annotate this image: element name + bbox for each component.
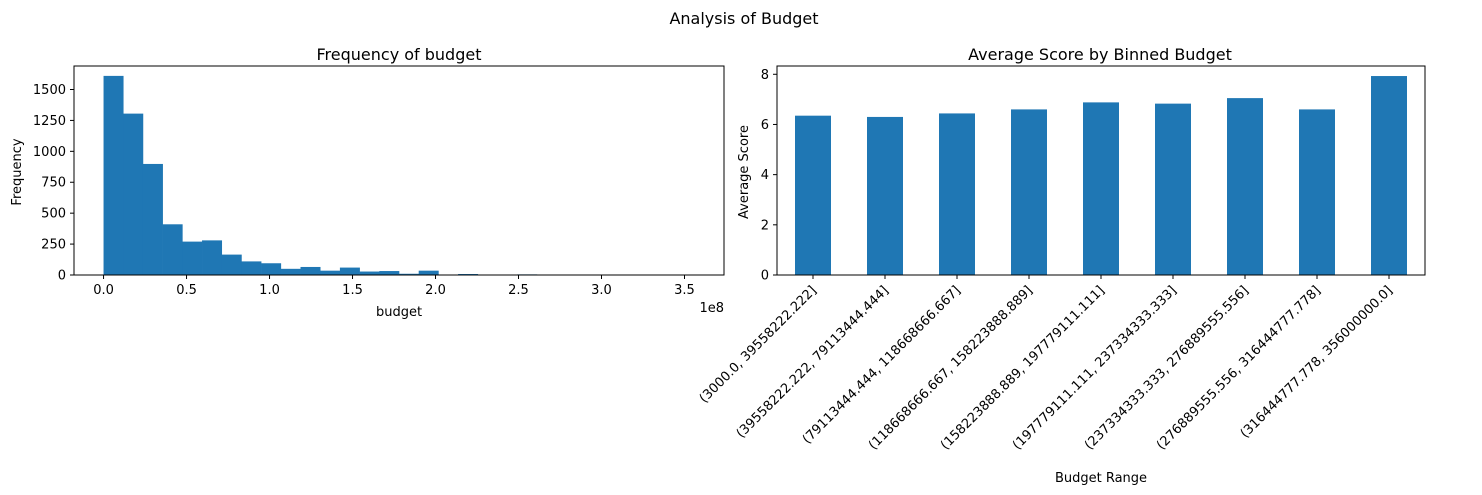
bar-chart-bar bbox=[1227, 98, 1263, 275]
histogram-x-offset-label: 1e8 bbox=[699, 301, 724, 316]
histogram-bar bbox=[379, 271, 400, 275]
histogram-bar bbox=[123, 113, 144, 275]
histogram-bar bbox=[182, 241, 203, 275]
bar-chart-title: Average Score by Binned Budget bbox=[968, 45, 1232, 64]
histogram-bar bbox=[300, 266, 321, 275]
histogram-bar bbox=[359, 271, 380, 275]
histogram-x-tick-label: 2.0 bbox=[425, 283, 446, 298]
histogram-y-tick-label: 0 bbox=[58, 269, 66, 284]
figure-title: Analysis of Budget bbox=[669, 9, 818, 28]
histogram-bar bbox=[221, 254, 242, 275]
histogram-x-tick-label: 0.5 bbox=[176, 283, 197, 298]
histogram-bar bbox=[320, 270, 341, 275]
histogram-y-tick-label: 750 bbox=[41, 176, 66, 191]
histogram-x-tick-label: 3.0 bbox=[591, 283, 612, 298]
bar-chart-bar bbox=[867, 116, 903, 275]
bar-chart-x-axis-label: Budget Range bbox=[1055, 471, 1147, 486]
bar-chart-y-ticks: 0 2 4 6 8 bbox=[761, 68, 777, 284]
bar-chart-y-tick-label: 6 bbox=[761, 118, 769, 133]
bar-chart-bar bbox=[1155, 103, 1191, 275]
histogram-y-axis-label: Frequency bbox=[10, 138, 25, 205]
histogram-bar bbox=[280, 268, 301, 275]
histogram-panel: Frequency of budget 0.0 0.5 1.0 1.5 2.0 2.5 3.… bbox=[10, 45, 725, 320]
histogram-plot-frame bbox=[73, 65, 725, 276]
bar-chart-plot-frame bbox=[776, 65, 1426, 276]
histogram-bar bbox=[103, 75, 124, 275]
histogram-x-tick-label: 0.0 bbox=[93, 283, 114, 298]
histogram-y-ticks: 0 250 500 750 1000 1250 1500 bbox=[33, 83, 74, 284]
histogram-bar bbox=[261, 263, 282, 275]
bar-chart-y-tick-label: 4 bbox=[761, 168, 769, 183]
bar-chart-bar bbox=[1371, 76, 1407, 275]
histogram-x-axis-label: budget bbox=[376, 305, 422, 320]
bar-chart-y-tick-label: 2 bbox=[761, 218, 769, 233]
bar-chart-bar bbox=[1083, 102, 1119, 275]
histogram-bar bbox=[418, 270, 439, 275]
bar-chart-bars bbox=[795, 76, 1407, 275]
histogram-y-tick-label: 1500 bbox=[33, 83, 66, 98]
histogram-bar bbox=[398, 273, 419, 275]
bar-chart-y-tick-label: 0 bbox=[761, 269, 769, 284]
bar-chart-bar bbox=[1299, 109, 1335, 275]
histogram-x-tick-label: 2.5 bbox=[508, 283, 529, 298]
histogram-bar bbox=[142, 163, 163, 275]
bar-chart-bar bbox=[1011, 109, 1047, 275]
bar-chart-bar bbox=[939, 113, 975, 275]
histogram-x-tick-label: 3.5 bbox=[674, 283, 695, 298]
histogram-bar bbox=[241, 261, 262, 275]
bar-chart-bar bbox=[795, 115, 831, 275]
histogram-x-tick-label: 1.5 bbox=[342, 283, 363, 298]
histogram-bar bbox=[202, 240, 223, 275]
histogram-y-tick-label: 1250 bbox=[33, 114, 66, 129]
histogram-x-ticks: 0.0 0.5 1.0 1.5 2.0 2.5 3.0 3.5 bbox=[93, 275, 695, 298]
histogram-y-tick-label: 250 bbox=[41, 238, 66, 253]
bar-chart-y-tick-label: 8 bbox=[761, 68, 769, 83]
bar-chart-y-axis-label: Average Score bbox=[737, 125, 752, 219]
histogram-bar bbox=[162, 224, 183, 275]
histogram-x-tick-label: 1.0 bbox=[259, 283, 280, 298]
histogram-bar bbox=[339, 267, 360, 275]
histogram-y-tick-label: 1000 bbox=[33, 145, 66, 160]
histogram-title: Frequency of budget bbox=[317, 45, 482, 64]
histogram-y-tick-label: 500 bbox=[41, 207, 66, 222]
